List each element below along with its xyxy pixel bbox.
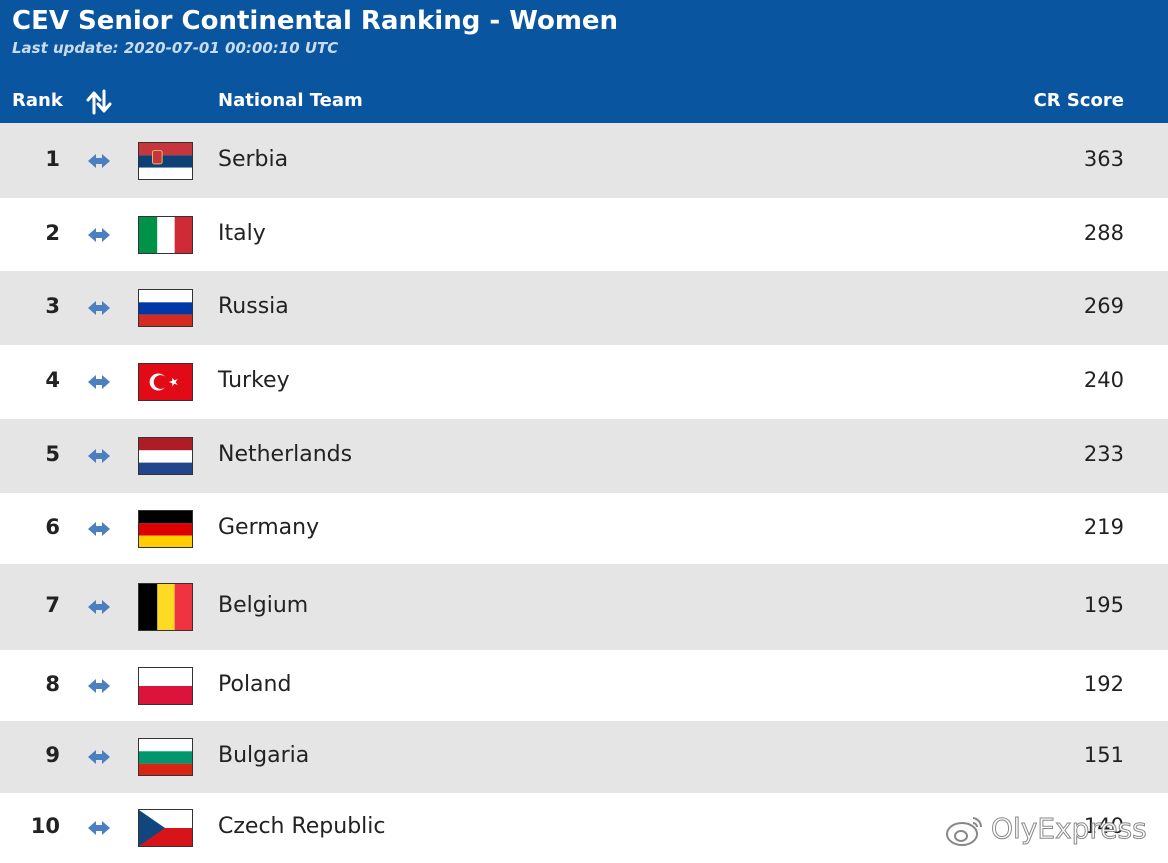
turkey-flag-icon — [138, 363, 193, 401]
unchanged-icon — [85, 373, 113, 391]
sort-arrows-icon[interactable] — [83, 86, 115, 118]
team-name[interactable]: Bulgaria — [218, 743, 310, 768]
table-row[interactable]: 1 Serbia 363 — [0, 123, 1168, 198]
unchanged-icon — [85, 748, 113, 766]
team-name[interactable]: Italy — [218, 221, 266, 246]
last-update-text: Last update: 2020-07-01 00:00:10 UTC — [12, 39, 339, 57]
cr-score: 363 — [1083, 147, 1124, 171]
table-row[interactable]: 8 Poland 192 — [0, 650, 1168, 721]
unchanged-icon — [85, 677, 113, 695]
unchanged-icon — [85, 152, 113, 170]
team-name[interactable]: Serbia — [218, 147, 289, 172]
bulgaria-flag-icon — [138, 738, 193, 776]
page-title: CEV Senior Continental Ranking - Women — [12, 6, 619, 36]
unchanged-icon — [85, 598, 113, 616]
unchanged-icon — [85, 299, 113, 317]
germany-flag-icon — [138, 510, 193, 548]
cr-score: 219 — [1083, 515, 1124, 539]
czech-flag-icon — [138, 809, 193, 847]
rank-number: 6 — [45, 515, 60, 539]
rank-number: 8 — [45, 672, 60, 696]
table-row[interactable]: 4 Turkey 240 — [0, 345, 1168, 419]
column-header-rank[interactable]: Rank — [12, 90, 63, 111]
team-name[interactable]: Czech Republic — [218, 814, 386, 839]
cr-score: 195 — [1083, 593, 1124, 617]
table-row[interactable]: 2 Italy 288 — [0, 198, 1168, 271]
column-header-team[interactable]: National Team — [218, 90, 363, 111]
ranking-header: CEV Senior Continental Ranking - Women L… — [0, 0, 1168, 123]
cr-score: 233 — [1083, 442, 1124, 466]
watermark-text: OlyExpress — [991, 812, 1148, 846]
team-name[interactable]: Turkey — [218, 368, 290, 393]
rank-number: 1 — [45, 147, 60, 171]
unchanged-icon — [85, 819, 113, 837]
rank-number: 5 — [45, 442, 60, 466]
rank-number: 3 — [45, 294, 60, 318]
team-name[interactable]: Germany — [218, 515, 320, 540]
rank-number: 10 — [30, 814, 60, 838]
serbia-flag-icon — [138, 142, 193, 180]
watermark: OlyExpress — [945, 810, 1160, 850]
column-header-score[interactable]: CR Score — [1033, 90, 1124, 111]
rank-number: 9 — [45, 743, 60, 767]
cr-score: 151 — [1083, 743, 1124, 767]
rank-number: 2 — [45, 221, 60, 245]
table-row[interactable]: 3 Russia 269 — [0, 271, 1168, 345]
poland-flag-icon — [138, 667, 193, 705]
table-row[interactable]: 10 Czech Republic 140 — [0, 793, 1168, 863]
cr-score: 240 — [1083, 368, 1124, 392]
team-name[interactable]: Poland — [218, 672, 292, 697]
table-row[interactable]: 9 Bulgaria 151 — [0, 721, 1168, 793]
rank-number: 7 — [45, 593, 60, 617]
cr-score: 269 — [1083, 294, 1124, 318]
unchanged-icon — [85, 226, 113, 244]
rank-number: 4 — [45, 368, 60, 392]
italy-flag-icon — [138, 216, 193, 254]
belgium-flag-icon — [138, 583, 193, 631]
table-row[interactable]: 5 Netherlands 233 — [0, 419, 1168, 493]
cr-score: 192 — [1083, 672, 1124, 696]
team-name[interactable]: Russia — [218, 294, 289, 319]
unchanged-icon — [85, 447, 113, 465]
table-row[interactable]: 6 Germany 219 — [0, 493, 1168, 564]
cr-score: 140 — [1083, 814, 1124, 838]
netherlands-flag-icon — [138, 437, 193, 475]
unchanged-icon — [85, 520, 113, 538]
russia-flag-icon — [138, 289, 193, 327]
weibo-icon — [946, 817, 983, 846]
team-name[interactable]: Netherlands — [218, 442, 353, 467]
table-row[interactable]: 7 Belgium 195 — [0, 564, 1168, 650]
team-name[interactable]: Belgium — [218, 593, 309, 618]
cr-score: 288 — [1083, 221, 1124, 245]
